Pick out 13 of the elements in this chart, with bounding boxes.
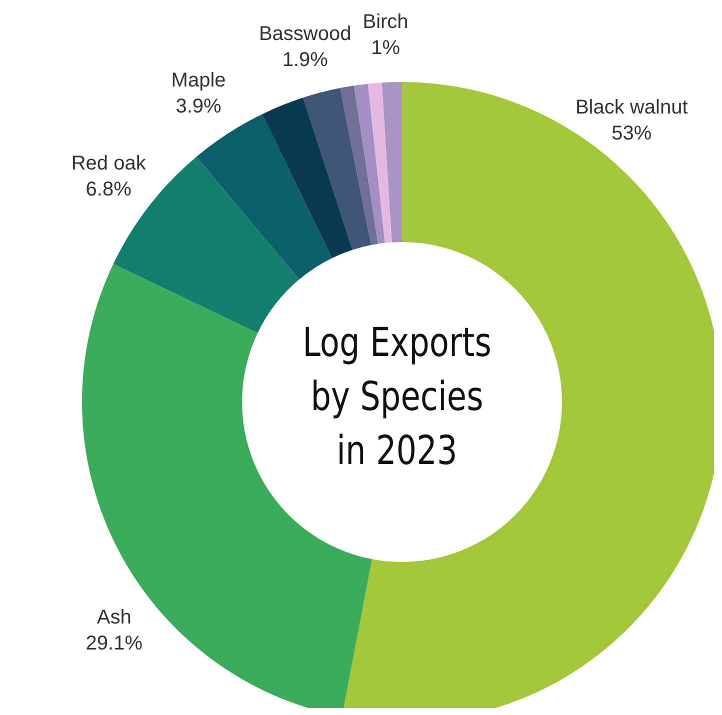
data-label: 1.9% xyxy=(282,48,328,71)
slice-label: Basswood xyxy=(258,22,352,45)
data-label: 1% xyxy=(371,37,400,60)
slice-label: Maple xyxy=(171,70,226,92)
data-label: 29.1% xyxy=(86,632,143,655)
slice-label: Ash xyxy=(96,606,132,629)
slice-label: Birch xyxy=(362,11,408,34)
slice-label: Red oak xyxy=(71,152,147,174)
data-label: 6.8% xyxy=(86,178,132,200)
slice-label: Black walnut xyxy=(575,96,688,118)
text: Log Exports by Species in 2023 xyxy=(302,319,492,476)
data-label: 53% xyxy=(612,122,652,144)
data-label: 3.9% xyxy=(176,96,222,118)
